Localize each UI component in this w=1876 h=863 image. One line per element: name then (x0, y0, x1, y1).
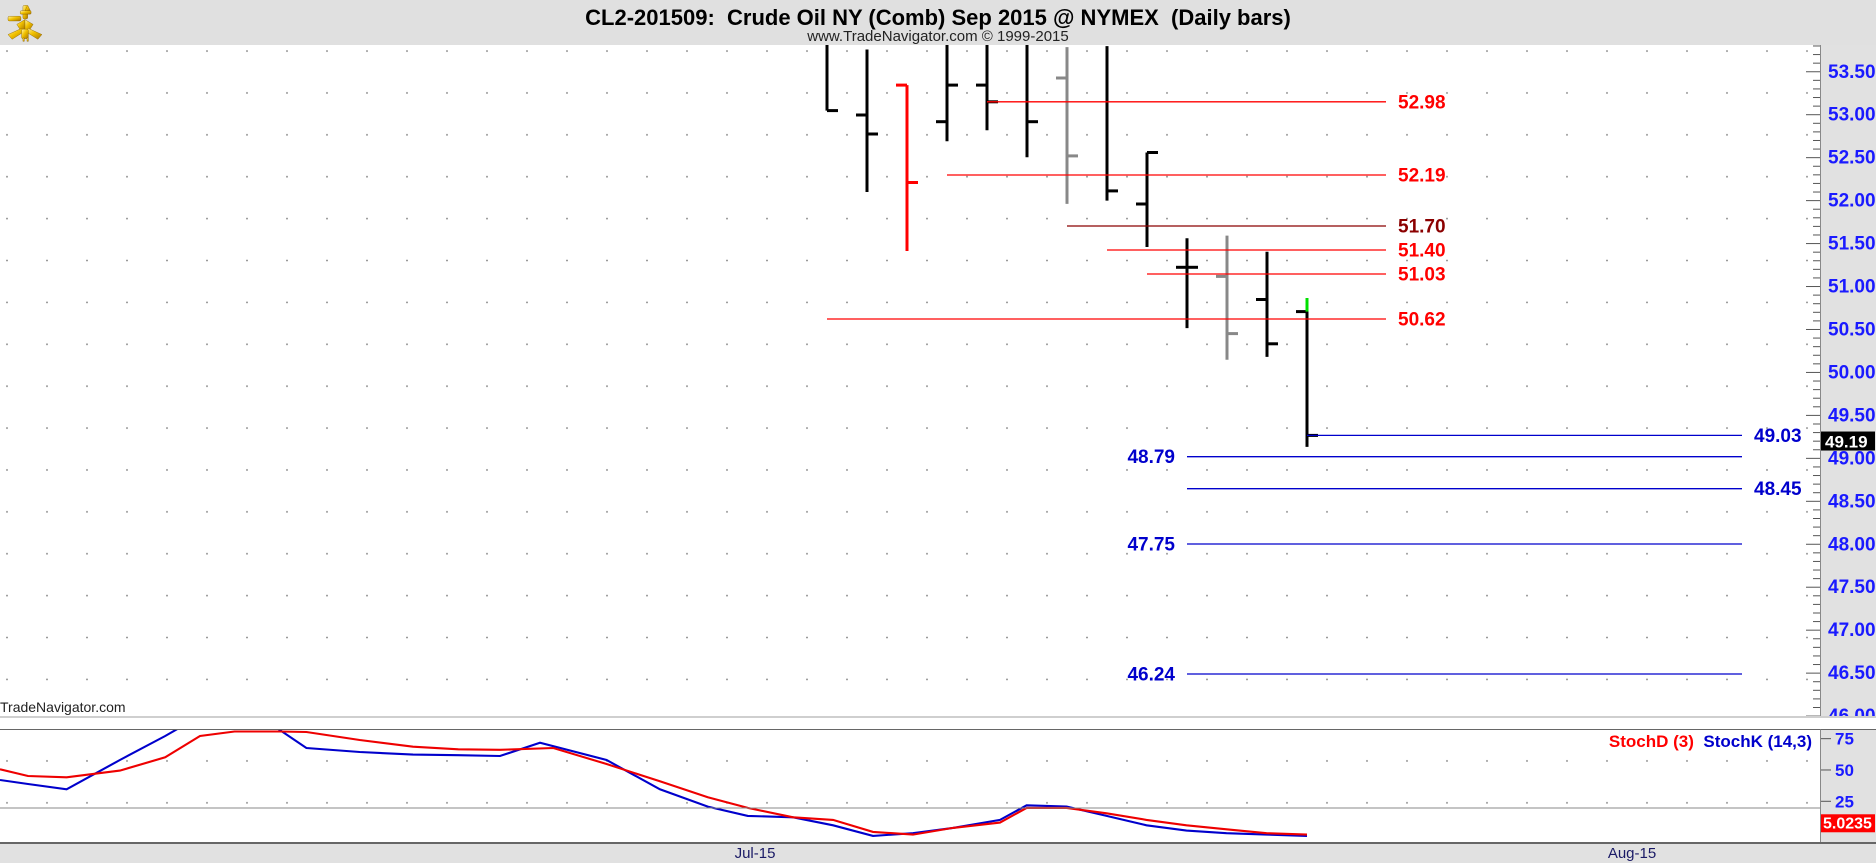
svg-text:46.24: 46.24 (1127, 665, 1175, 686)
svg-text:48.45: 48.45 (1754, 479, 1802, 500)
svg-text:51.03: 51.03 (1398, 265, 1446, 286)
svg-text:52.19: 52.19 (1398, 166, 1446, 187)
svg-text:25: 25 (1835, 792, 1854, 811)
svg-text:48.79: 48.79 (1127, 447, 1175, 468)
svg-text:50.62: 50.62 (1398, 310, 1446, 331)
svg-text:47.75: 47.75 (1127, 535, 1175, 556)
svg-text:50: 50 (1835, 761, 1854, 780)
svg-text:52.98: 52.98 (1398, 92, 1446, 113)
svg-text:49.03: 49.03 (1754, 426, 1802, 447)
svg-text:75: 75 (1835, 730, 1854, 749)
svg-text:51.70: 51.70 (1398, 217, 1446, 238)
svg-text:51.40: 51.40 (1398, 241, 1446, 262)
svg-text:5.0235: 5.0235 (1823, 815, 1872, 832)
